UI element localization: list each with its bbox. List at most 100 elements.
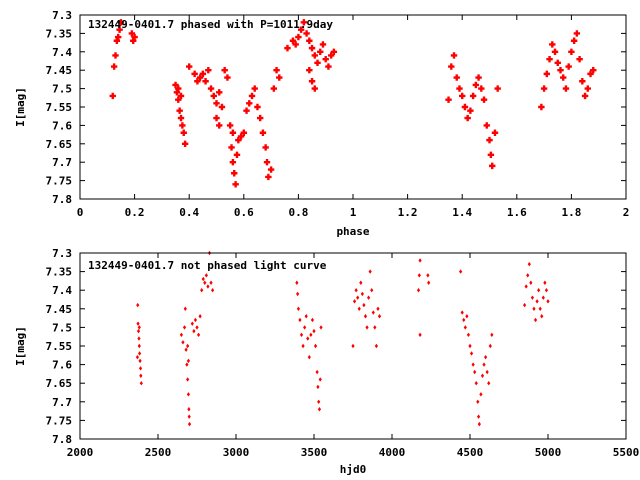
data-point [136, 328, 141, 334]
data-point [262, 144, 269, 151]
data-point [116, 26, 123, 33]
data-point [109, 92, 116, 100]
data-point [172, 81, 179, 89]
x-tick-label: 4000 [379, 446, 406, 459]
data-point [312, 328, 316, 334]
data-point [209, 280, 213, 285]
phased-data-points [109, 19, 597, 188]
data-point [526, 273, 530, 278]
data-point [181, 140, 189, 147]
data-point [489, 162, 496, 170]
data-point [549, 41, 556, 48]
data-point [530, 295, 534, 300]
data-point [319, 325, 323, 330]
data-point [113, 37, 121, 44]
data-point [246, 100, 253, 107]
data-point [587, 70, 594, 78]
data-point [229, 159, 237, 166]
data-point [243, 107, 250, 114]
x-tick-label: 1.4 [452, 206, 472, 219]
data-point [456, 85, 463, 92]
data-point [557, 67, 564, 74]
data-point [465, 314, 469, 319]
data-point [315, 369, 319, 375]
data-point [479, 392, 483, 397]
data-point [445, 96, 452, 103]
data-point [231, 170, 238, 177]
data-point [568, 48, 575, 55]
data-point [240, 129, 247, 136]
x-tick-label: 1 [350, 206, 357, 219]
data-point [112, 52, 119, 59]
data-point [543, 280, 547, 285]
data-point [311, 85, 318, 92]
data-point [186, 343, 190, 349]
data-point [576, 55, 583, 63]
data-point [459, 269, 463, 274]
data-point [267, 166, 275, 173]
y-tick-label: 7.35 [46, 27, 73, 40]
data-point [259, 129, 267, 136]
data-point [417, 273, 421, 278]
data-point [173, 89, 181, 96]
phased-light-curve-panel: 0 0.2 0.4 0.6 0.8 1 1.2 1.4 1.6 1.8 2 7.3 7.35 7.4 7.4… [14, 9, 629, 238]
data-point [307, 354, 311, 360]
data-point [573, 30, 581, 37]
data-point [311, 52, 318, 59]
y-tick-label: 7.75 [46, 175, 73, 188]
data-point [175, 85, 182, 92]
data-point [191, 70, 198, 78]
data-point [370, 288, 374, 293]
y-tick-label: 7.4 [52, 46, 72, 59]
x-tick-label: 0.6 [234, 206, 254, 219]
y-tick-label: 7.45 [46, 64, 73, 77]
y-tick-label: 7.65 [46, 377, 73, 390]
data-point [138, 366, 143, 371]
y-tick-label: 7.35 [46, 266, 73, 279]
y-tick-label: 7.75 [46, 414, 73, 427]
data-point [527, 261, 531, 267]
data-point [546, 299, 550, 304]
y-tick-label: 7.65 [46, 138, 73, 151]
data-point [206, 284, 210, 289]
x-tick-label: 2000 [67, 446, 94, 459]
data-point [306, 37, 313, 44]
data-point [357, 306, 361, 311]
data-point [180, 129, 187, 136]
data-point [317, 407, 322, 412]
data-point [490, 332, 494, 338]
data-point [371, 310, 375, 315]
y-tick-label: 7.55 [46, 101, 73, 114]
data-point [356, 295, 360, 300]
x-tick-label: 5000 [535, 446, 562, 459]
data-point [284, 44, 291, 52]
data-point [453, 74, 460, 81]
data-point [540, 85, 548, 92]
data-point [562, 85, 570, 92]
data-point [448, 63, 455, 70]
y-tick-label: 7.6 [52, 359, 72, 372]
data-point [418, 332, 422, 338]
data-point [313, 343, 318, 349]
data-point [476, 414, 481, 419]
data-point [450, 52, 458, 59]
data-point [538, 103, 545, 111]
data-point [187, 414, 191, 419]
data-point [538, 306, 542, 311]
data-point [480, 96, 488, 103]
data-point [310, 317, 315, 323]
data-point [196, 74, 204, 81]
data-point [177, 114, 185, 122]
data-point [316, 384, 320, 390]
data-point [216, 122, 223, 129]
data-point [368, 269, 372, 274]
data-point [532, 306, 536, 311]
data-point [237, 133, 245, 140]
data-point [554, 59, 561, 67]
data-point [194, 78, 201, 85]
data-point [537, 288, 541, 293]
data-point [533, 317, 538, 323]
data-point [474, 381, 478, 386]
data-point [590, 67, 597, 74]
data-point [204, 273, 208, 278]
